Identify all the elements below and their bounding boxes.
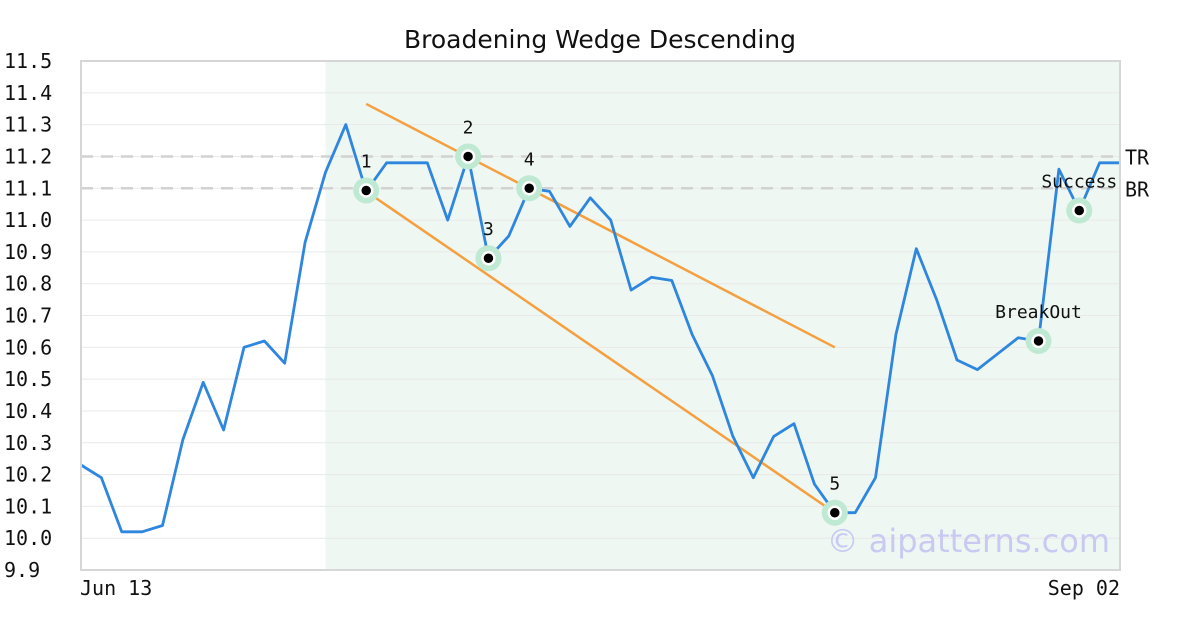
pattern-point-label: 5 bbox=[829, 474, 840, 495]
y-tick-label: 11.3 bbox=[4, 113, 52, 137]
y-tick-label: 10.5 bbox=[4, 367, 52, 391]
y-tick-label: 11.1 bbox=[4, 176, 52, 200]
pattern-point-label: BreakOut bbox=[995, 302, 1082, 323]
pattern-point-label: Success bbox=[1041, 172, 1117, 193]
price-line bbox=[80, 123, 1120, 534]
pattern-point-label: 2 bbox=[463, 117, 474, 138]
pattern-point-breakout: BreakOut bbox=[995, 302, 1082, 354]
pattern-point-dot bbox=[521, 181, 537, 196]
pattern-point-4: 4 bbox=[516, 149, 543, 202]
pattern-point-dot bbox=[481, 250, 496, 266]
trend-line-2 bbox=[365, 190, 836, 514]
y-tick-label: 9.9 bbox=[4, 558, 40, 582]
pattern-point-dot bbox=[1031, 333, 1046, 349]
y-tick-label: 10.2 bbox=[4, 463, 52, 487]
x-tick-start: Jun 13 bbox=[80, 576, 152, 600]
pattern-point-3: 3 bbox=[475, 219, 502, 272]
y-tick-label: 11.5 bbox=[4, 49, 52, 73]
pattern-point-dot bbox=[1072, 203, 1087, 218]
y-tick-label: 10.7 bbox=[4, 304, 52, 328]
pattern-point-success: Success bbox=[1041, 172, 1117, 224]
plot-frame bbox=[80, 60, 1121, 571]
y-tick-label: 11.4 bbox=[4, 81, 52, 105]
pattern-point-dot bbox=[827, 505, 843, 520]
y-tick-label: 11.2 bbox=[4, 144, 52, 168]
trend-line-1 bbox=[365, 102, 836, 349]
watermark: © aipatterns.com bbox=[827, 522, 1110, 560]
pattern-point-dot bbox=[358, 183, 374, 198]
pattern-point-5: 5 bbox=[821, 474, 848, 526]
pattern-point-dot bbox=[460, 149, 476, 164]
y-tick-label: 10.1 bbox=[4, 494, 52, 518]
pattern-point-2: 2 bbox=[455, 117, 482, 170]
pattern-point-label: 4 bbox=[524, 149, 535, 170]
x-tick-end: Sep 02 bbox=[1048, 576, 1120, 600]
y-tick-label: 10.3 bbox=[4, 431, 52, 455]
reference-label-br: BR bbox=[1125, 177, 1150, 201]
y-tick-label: 11.0 bbox=[4, 208, 52, 232]
y-tick-label: 10.8 bbox=[4, 272, 52, 296]
y-tick-label: 10.4 bbox=[4, 399, 52, 423]
pattern-point-label: 1 bbox=[361, 151, 372, 172]
y-tick-label: 10.6 bbox=[4, 335, 52, 359]
pattern-point-1: 1 bbox=[353, 151, 380, 204]
y-tick-label: 10.9 bbox=[4, 240, 52, 264]
pattern-point-label: 3 bbox=[483, 219, 494, 240]
y-tick-label: 10.0 bbox=[4, 526, 52, 550]
reference-label-tr: TR bbox=[1125, 145, 1150, 169]
chart-title: Broadening Wedge Descending bbox=[404, 25, 796, 54]
